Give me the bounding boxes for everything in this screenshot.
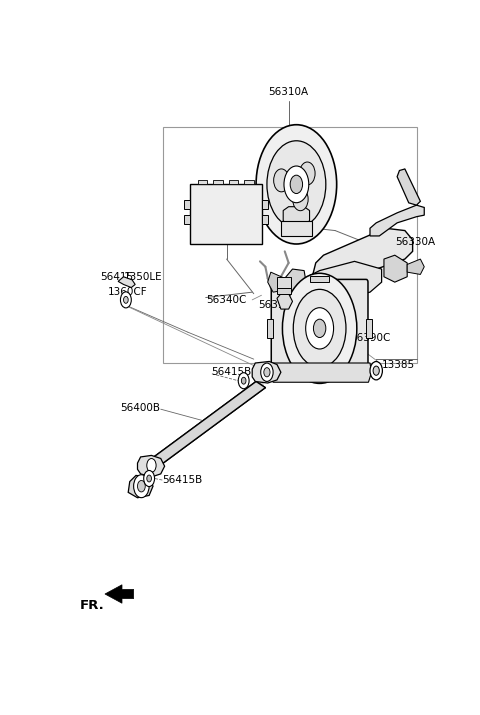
Circle shape: [241, 378, 246, 384]
Circle shape: [264, 368, 270, 377]
Text: 56330A: 56330A: [395, 237, 435, 247]
Circle shape: [284, 166, 309, 203]
Circle shape: [300, 162, 315, 185]
Polygon shape: [283, 207, 310, 227]
Bar: [198, 179, 207, 184]
Circle shape: [370, 362, 383, 380]
Bar: [311, 276, 329, 282]
Circle shape: [137, 480, 145, 492]
Bar: [366, 319, 372, 337]
Text: 56340C: 56340C: [206, 295, 246, 305]
Bar: [277, 277, 291, 287]
Bar: [311, 375, 329, 380]
Polygon shape: [397, 169, 420, 205]
Text: 56397: 56397: [258, 300, 291, 310]
Circle shape: [267, 141, 326, 228]
Bar: [163, 127, 417, 363]
Text: 56415B: 56415B: [211, 368, 252, 378]
Polygon shape: [304, 262, 382, 302]
Bar: [184, 215, 190, 225]
Text: FR.: FR.: [79, 599, 104, 612]
Polygon shape: [147, 382, 265, 468]
Text: 56400B: 56400B: [120, 403, 160, 413]
Text: 13385: 13385: [382, 360, 415, 370]
Circle shape: [306, 307, 334, 349]
Circle shape: [147, 458, 156, 473]
Text: 56415B: 56415B: [162, 475, 203, 485]
Bar: [277, 287, 291, 294]
Circle shape: [282, 273, 357, 383]
Text: 56310A: 56310A: [269, 87, 309, 97]
Text: 1360CF: 1360CF: [108, 287, 148, 297]
Circle shape: [373, 366, 379, 375]
Circle shape: [274, 169, 289, 192]
Bar: [244, 179, 254, 184]
Circle shape: [123, 297, 128, 303]
Polygon shape: [118, 277, 135, 287]
Circle shape: [293, 290, 346, 368]
Polygon shape: [277, 294, 292, 309]
Circle shape: [133, 475, 149, 498]
Bar: [214, 179, 223, 184]
FancyBboxPatch shape: [271, 280, 368, 378]
Bar: [229, 179, 238, 184]
Polygon shape: [137, 455, 165, 477]
Circle shape: [293, 188, 308, 211]
Circle shape: [238, 373, 249, 389]
Text: 1350LE: 1350LE: [123, 272, 162, 282]
Polygon shape: [252, 362, 281, 383]
Polygon shape: [285, 269, 306, 292]
Bar: [267, 319, 273, 337]
Circle shape: [290, 175, 302, 194]
Bar: [184, 199, 190, 209]
Polygon shape: [312, 228, 413, 286]
Polygon shape: [407, 259, 424, 275]
Text: 56415: 56415: [100, 272, 133, 282]
Polygon shape: [128, 475, 153, 498]
Polygon shape: [269, 363, 372, 383]
Circle shape: [120, 292, 132, 308]
Polygon shape: [370, 205, 424, 236]
Bar: [262, 215, 268, 225]
Circle shape: [144, 470, 155, 486]
Bar: [190, 184, 262, 244]
Polygon shape: [105, 585, 133, 603]
Circle shape: [147, 475, 152, 482]
Text: 56390C: 56390C: [350, 333, 391, 343]
Circle shape: [261, 363, 273, 381]
Polygon shape: [268, 272, 286, 292]
Circle shape: [256, 124, 336, 244]
Circle shape: [313, 319, 326, 337]
Polygon shape: [384, 255, 407, 282]
Polygon shape: [281, 220, 312, 236]
Bar: [262, 199, 268, 209]
